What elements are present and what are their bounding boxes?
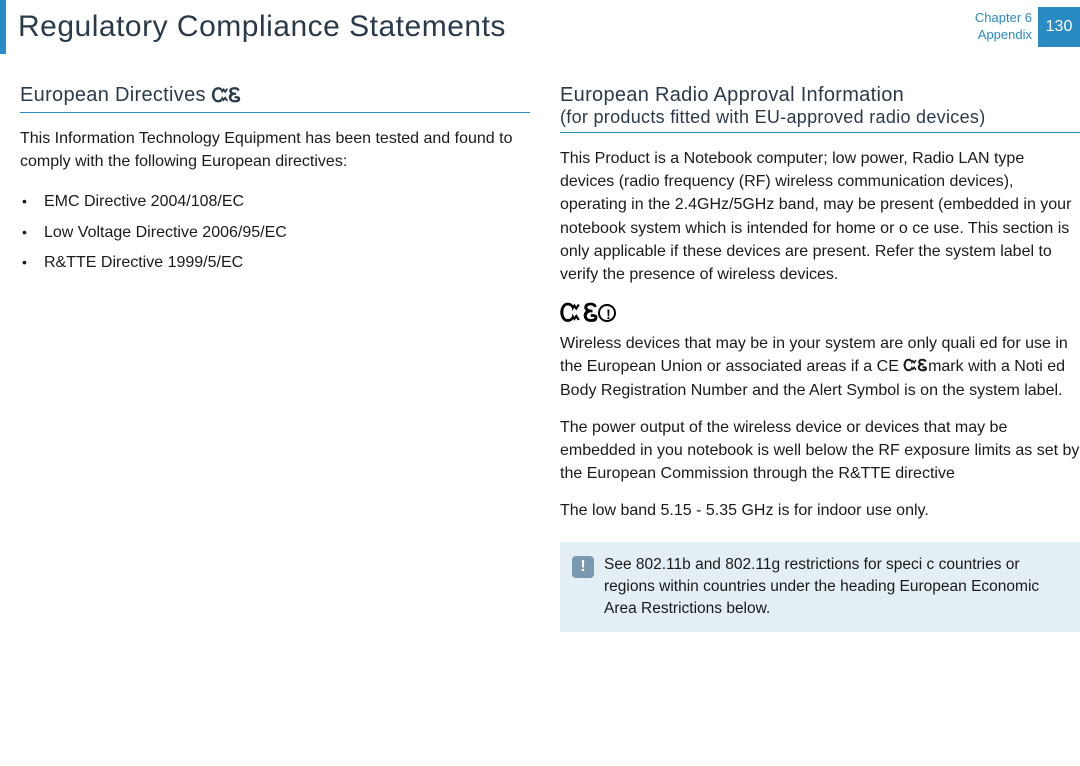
info-box-text: See 802.11b and 802.11g restrictions for… xyxy=(604,554,1066,619)
right-heading-line1: European Radio Approval Information xyxy=(560,84,904,106)
list-item: Low Voltage Directive 2006/95/EC xyxy=(22,218,530,248)
right-column: European Radio Approval Information (for… xyxy=(560,84,1080,632)
chapter-line1: Chapter 6 xyxy=(975,10,1032,27)
right-p3: The power output of the wireless device … xyxy=(560,416,1080,486)
right-p1: This Product is a Notebook computer; low… xyxy=(560,147,1080,286)
right-heading: European Radio Approval Information (for… xyxy=(560,84,1080,133)
left-column: European Directives Ꮸ Ꮛ This Information… xyxy=(20,84,530,632)
info-box: ! See 802.11b and 802.11g restrictions f… xyxy=(560,542,1080,631)
title-bar: Regulatory Compliance Statements xyxy=(0,0,975,54)
inline-ce-mark-icon: Ꮸ Ꮛ xyxy=(903,358,928,375)
right-p4: The low band 5.15 - 5.35 GHz is for indo… xyxy=(560,499,1080,522)
chapter-line2: Appendix xyxy=(975,27,1032,44)
alert-symbol-icon: ! xyxy=(598,304,616,322)
left-heading-text: European Directives xyxy=(20,84,206,106)
left-heading: European Directives Ꮸ Ꮛ xyxy=(20,84,530,113)
right-p2: Wireless devices that may be in your sys… xyxy=(560,332,1080,402)
ce-mark-icon: Ꮸ Ꮛ xyxy=(560,300,596,327)
page-number-badge: 130 xyxy=(1038,7,1080,47)
list-item: R&TTE Directive 1999/5/EC xyxy=(22,248,530,278)
page-number: 130 xyxy=(1046,18,1073,36)
list-item: EMC Directive 2004/108/EC xyxy=(22,187,530,217)
header-right: Chapter 6 Appendix 130 xyxy=(975,0,1080,54)
chapter-info: Chapter 6 Appendix xyxy=(975,10,1032,44)
page-header: Regulatory Compliance Statements Chapter… xyxy=(0,0,1080,54)
content-area: European Directives Ꮸ Ꮛ This Information… xyxy=(0,54,1080,632)
info-icon: ! xyxy=(572,556,594,578)
right-heading-line2: (for products ﬁtted with EU-approved rad… xyxy=(560,107,1080,128)
directive-list: EMC Directive 2004/108/EC Low Voltage Di… xyxy=(20,187,530,278)
left-intro: This Information Technology Equipment ha… xyxy=(20,127,530,173)
ce-mark-icon: Ꮸ Ꮛ xyxy=(212,85,238,108)
page-title: Regulatory Compliance Statements xyxy=(18,10,506,44)
ce-alert-mark: Ꮸ Ꮛ! xyxy=(560,300,1080,328)
